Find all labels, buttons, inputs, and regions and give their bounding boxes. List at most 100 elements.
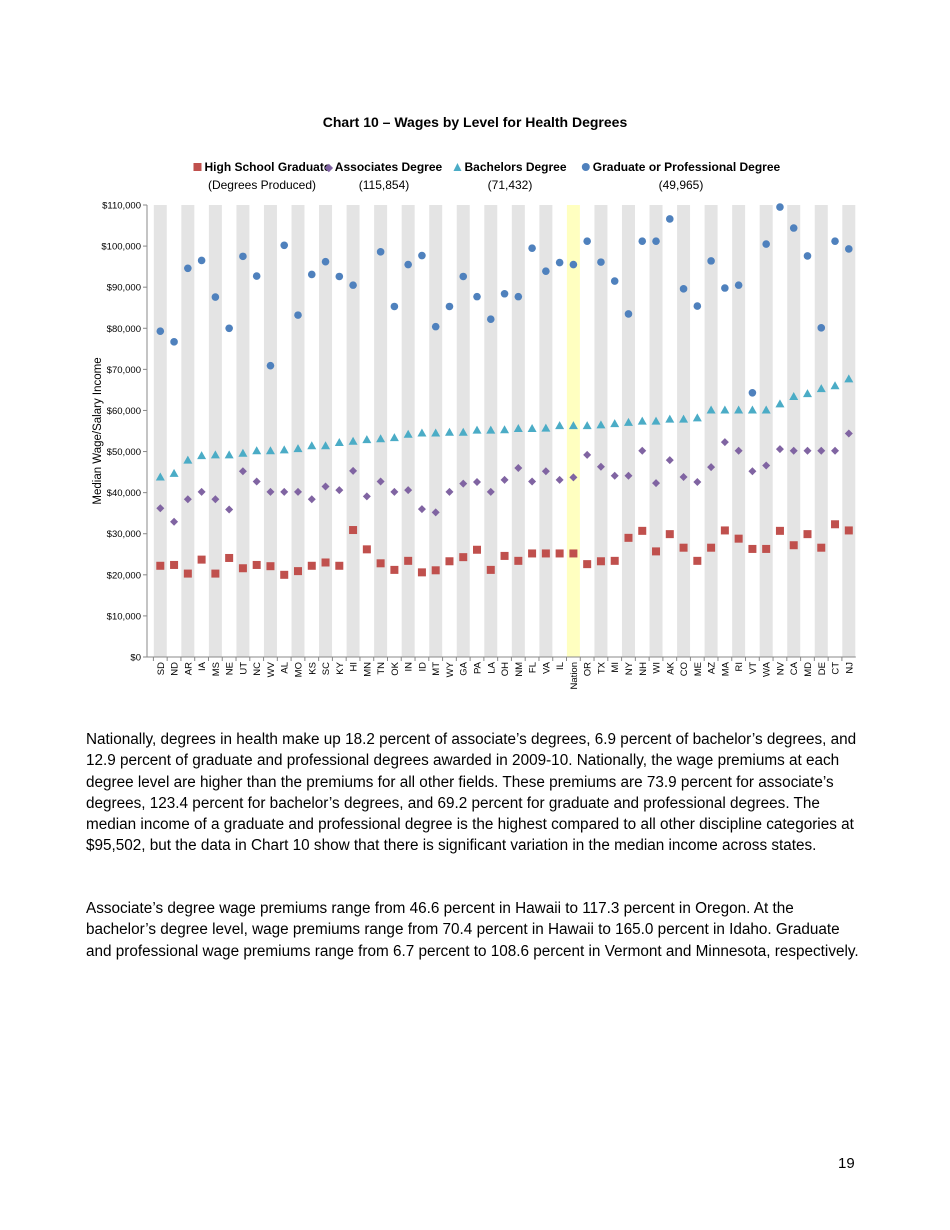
x-tick-label: CT — [831, 662, 842, 675]
data-point-square — [720, 526, 729, 535]
data-point-circle — [390, 302, 399, 311]
data-point-circle — [528, 244, 536, 252]
legend-bachelors: Bachelors Degree (71,432) — [453, 158, 567, 194]
y-tick-label: $100,000 — [101, 242, 141, 253]
data-point-square — [789, 541, 798, 550]
data-point-triangle — [334, 438, 344, 447]
data-point-circle — [266, 361, 275, 370]
data-point-circle — [294, 311, 302, 319]
data-point-triangle — [431, 428, 441, 437]
legend-graduate: Graduate or Professional Degree (49,965) — [581, 158, 780, 194]
data-point-triangle — [444, 427, 454, 436]
data-point-circle — [376, 248, 385, 256]
category-band — [346, 205, 360, 657]
category-band — [319, 205, 333, 657]
data-point-circle — [610, 277, 619, 285]
data-point-square — [349, 526, 358, 535]
data-point-diamond — [707, 463, 716, 472]
x-tick-label: Nation — [569, 662, 580, 689]
x-tick-label: PA — [473, 661, 484, 674]
data-point-circle — [280, 241, 289, 250]
category-band — [759, 205, 773, 657]
data-point-triangle — [582, 421, 592, 430]
data-point-triangle — [169, 468, 179, 477]
category-band — [263, 205, 277, 657]
data-point-diamond — [555, 475, 564, 484]
data-point-triangle — [665, 414, 675, 423]
category-band — [621, 205, 635, 657]
data-point-triangle — [830, 381, 840, 390]
data-point-circle — [721, 284, 729, 292]
x-tick-label: DE — [817, 662, 828, 675]
data-point-circle — [459, 272, 468, 281]
data-point-square — [500, 551, 509, 560]
data-point-diamond — [693, 477, 702, 486]
data-point-diamond — [376, 477, 385, 486]
data-point-square — [280, 570, 289, 579]
data-point-diamond — [238, 467, 247, 476]
data-point-square — [610, 556, 619, 565]
data-point-circle — [431, 322, 440, 331]
x-tick-label: ND — [170, 662, 181, 676]
data-point-square — [734, 534, 743, 543]
x-tick-label: AL — [280, 662, 291, 674]
x-tick-label: AK — [665, 661, 676, 674]
data-point-square — [266, 562, 275, 571]
data-point-square — [528, 549, 537, 558]
data-point-diamond — [638, 446, 647, 455]
x-tick-label: FL — [528, 662, 539, 673]
data-point-diamond — [665, 456, 674, 465]
x-tick-label: WY — [445, 661, 456, 677]
x-tick-label: LA — [486, 661, 497, 673]
x-tick-label: VT — [748, 662, 759, 674]
x-tick-label: IA — [197, 661, 208, 671]
data-point-triangle — [265, 446, 275, 455]
data-point-circle — [500, 289, 509, 298]
data-point-triangle — [802, 389, 812, 398]
data-point-diamond — [211, 495, 220, 504]
data-point-diamond — [734, 446, 743, 455]
data-point-diamond — [335, 486, 344, 495]
x-tick-label: AZ — [707, 662, 718, 674]
data-point-circle — [679, 285, 688, 293]
data-point-circle — [239, 252, 247, 261]
y-axis-title: Median Wage/Salary Income — [92, 357, 104, 504]
data-point-diamond — [541, 467, 550, 476]
data-point-triangle — [513, 424, 523, 433]
data-point-triangle — [376, 434, 386, 443]
data-point-triangle — [623, 417, 633, 426]
data-point-triangle — [789, 391, 799, 400]
data-point-triangle — [252, 446, 262, 455]
data-point-square — [652, 547, 661, 556]
data-point-triangle — [527, 424, 537, 433]
x-tick-label: MD — [803, 662, 814, 677]
data-point-triangle — [651, 416, 661, 425]
data-point-diamond — [294, 487, 302, 496]
data-point-diamond — [514, 463, 523, 472]
data-point-triangle — [637, 416, 647, 425]
data-point-triangle — [362, 435, 372, 444]
data-point-triangle — [775, 399, 785, 408]
data-point-diamond — [528, 477, 537, 486]
x-tick-label: NE — [225, 662, 236, 675]
data-point-triangle — [541, 423, 551, 432]
data-point-diamond — [280, 487, 289, 496]
data-point-circle — [789, 224, 798, 232]
data-point-circle — [817, 324, 826, 332]
data-point-circle — [486, 315, 495, 324]
data-point-circle — [652, 237, 660, 245]
data-point-diamond — [748, 467, 757, 476]
data-point-square — [486, 565, 495, 574]
category-band — [787, 205, 801, 657]
x-tick-label: CA — [789, 661, 800, 675]
data-point-triangle — [197, 451, 207, 460]
x-tick-label: VA — [541, 661, 552, 674]
data-point-square — [183, 569, 192, 578]
data-point-diamond — [624, 471, 633, 480]
x-tick-label: IL — [555, 662, 566, 670]
data-point-square — [307, 561, 316, 570]
x-tick-label: SD — [156, 662, 167, 675]
data-point-diamond — [569, 473, 578, 482]
data-point-square — [638, 526, 647, 535]
category-band — [208, 205, 222, 657]
